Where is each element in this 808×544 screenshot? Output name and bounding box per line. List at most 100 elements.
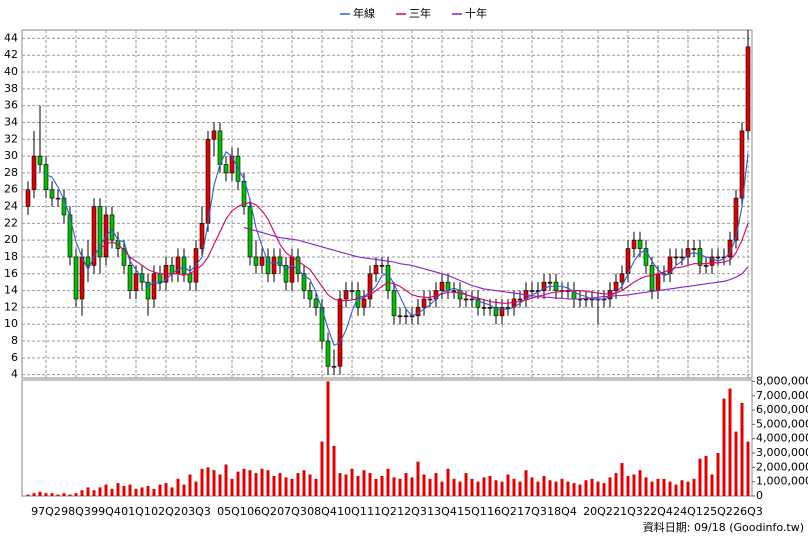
candle-body (481, 307, 487, 309)
legend-label: 年線 (353, 6, 375, 20)
candle-body (655, 273, 661, 291)
volume-bar (500, 481, 504, 496)
volume-bar (104, 484, 108, 496)
volume-bar (560, 478, 564, 496)
candle-body (37, 155, 43, 165)
volume-bar (578, 484, 582, 496)
candle-body (31, 155, 37, 191)
candle-body (685, 248, 691, 258)
candle-body (349, 290, 355, 292)
volume-bar (134, 488, 138, 496)
volume-bar (608, 477, 612, 496)
candle-body (361, 298, 367, 308)
volume-bar (482, 477, 486, 496)
volume-bar (728, 388, 732, 496)
x-tick-label: 25Q2 (703, 505, 733, 518)
volume-bar (236, 471, 240, 496)
volume-bar (662, 478, 666, 496)
candle-body (205, 138, 211, 224)
volume-bar (140, 487, 144, 496)
x-tick-label: 16Q2 (487, 505, 517, 518)
volume-bar (176, 478, 180, 496)
volume-bar (38, 491, 42, 496)
volume-bar (368, 473, 372, 496)
y-tick-label: 26 (4, 183, 18, 196)
candle-body (385, 265, 391, 291)
candle-body (337, 298, 343, 367)
volume-bar (602, 483, 606, 496)
y-tick-label: 36 (4, 99, 18, 112)
candle-body (67, 214, 73, 258)
y2-tick-label: 8,000,000 (756, 374, 808, 387)
candle-body (607, 290, 613, 300)
volume-bar (56, 494, 60, 496)
volume-bar (350, 468, 354, 496)
volume-bar (278, 473, 282, 496)
volume-bar (638, 470, 642, 496)
volume-bar (326, 381, 330, 496)
candle-body (79, 256, 85, 300)
volume-bar (524, 470, 528, 496)
volume-bar (248, 470, 252, 496)
volume-bar (164, 483, 168, 496)
volume-bar (428, 478, 432, 496)
x-tick-label: 98Q3 (61, 505, 91, 518)
volume-bar (698, 458, 702, 496)
volume-bar (554, 481, 558, 496)
candle-body (25, 189, 31, 207)
candle-body (739, 130, 745, 199)
volume-bar (458, 481, 462, 496)
volume-bar (614, 473, 618, 496)
volume-bar (656, 478, 660, 496)
volume-bar (410, 477, 414, 496)
candle-body (241, 181, 247, 207)
candle-body (517, 298, 523, 301)
candle-body (271, 256, 277, 275)
candle-body (283, 265, 289, 283)
x-tick-label: 02Q2 (151, 505, 181, 518)
volume-bar (68, 494, 72, 496)
y2-tick-label: 4,000,000 (756, 432, 808, 445)
x-tick-label: 06Q2 (247, 505, 277, 518)
volume-bar (266, 470, 270, 496)
candle-body (619, 273, 625, 283)
volume-bar (158, 484, 162, 496)
volume-bar (212, 470, 216, 496)
volume-bar (320, 441, 324, 496)
volume-bar (506, 474, 510, 496)
candle-body (505, 307, 511, 309)
x-tick-label: 97Q2 (31, 505, 61, 518)
volume-bar (470, 478, 474, 496)
volume-bar (386, 468, 390, 496)
y-tick-label: 20 (4, 233, 18, 246)
y-tick-label: 8 (11, 334, 18, 347)
volume-bar (590, 478, 594, 496)
candle-body (613, 281, 619, 291)
x-tick-label: 03Q3 (181, 505, 211, 518)
volume-bar (374, 478, 378, 496)
volume-bar (254, 473, 258, 496)
candle-body (307, 290, 313, 300)
candle-body (151, 273, 157, 300)
volume-bar (536, 481, 540, 496)
volume-bar (464, 473, 468, 496)
candle-body (217, 130, 223, 165)
source-note: 資料日期: 09/18 (Goodinfo.tw) (643, 520, 804, 534)
candle-body (499, 307, 505, 317)
candle-body (157, 273, 163, 283)
x-tick-label: 12Q3 (397, 505, 427, 518)
ma-line (45, 151, 749, 346)
candle-body (427, 298, 433, 301)
ma-line (243, 227, 749, 300)
candle-body (475, 298, 481, 308)
candle-body (187, 273, 193, 283)
volume-bar (170, 487, 174, 496)
x-tick-label: 21Q3 (613, 505, 643, 518)
candle-body (121, 248, 127, 266)
volume-bar (566, 481, 570, 496)
volume-bar (452, 478, 456, 496)
candle-body (127, 265, 133, 291)
candle-body (97, 206, 103, 258)
volume-bar (746, 441, 750, 496)
ma-line (99, 201, 749, 304)
